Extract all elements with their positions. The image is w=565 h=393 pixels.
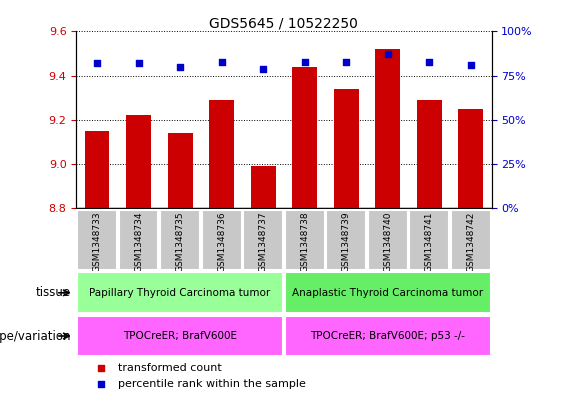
Text: transformed count: transformed count <box>118 362 221 373</box>
Point <box>97 364 106 371</box>
Point <box>383 51 392 57</box>
Bar <box>292 67 317 208</box>
Title: GDS5645 / 10522250: GDS5645 / 10522250 <box>210 16 358 30</box>
Point <box>259 65 268 72</box>
Text: GSM1348737: GSM1348737 <box>259 211 268 272</box>
Bar <box>77 209 117 270</box>
Text: Papillary Thyroid Carcinoma tumor: Papillary Thyroid Carcinoma tumor <box>89 288 271 298</box>
Bar <box>209 100 234 208</box>
Bar <box>160 209 200 270</box>
Point <box>176 64 185 70</box>
Text: GSM1348740: GSM1348740 <box>383 211 392 272</box>
Text: GSM1348736: GSM1348736 <box>217 211 226 272</box>
Point <box>425 58 434 64</box>
Bar <box>285 316 491 356</box>
Bar <box>285 209 325 270</box>
Text: percentile rank within the sample: percentile rank within the sample <box>118 379 306 389</box>
Text: GSM1348742: GSM1348742 <box>466 211 475 272</box>
Bar <box>334 89 359 208</box>
Bar <box>251 166 276 208</box>
Bar <box>409 209 449 270</box>
Bar <box>202 209 242 270</box>
Point <box>134 60 143 66</box>
Text: GSM1348735: GSM1348735 <box>176 211 185 272</box>
Point <box>466 62 475 68</box>
Bar <box>243 209 283 270</box>
Bar <box>119 209 159 270</box>
Text: GSM1348739: GSM1348739 <box>342 211 351 272</box>
Bar <box>326 209 366 270</box>
Text: Anaplastic Thyroid Carcinoma tumor: Anaplastic Thyroid Carcinoma tumor <box>292 288 483 298</box>
Text: GSM1348734: GSM1348734 <box>134 211 143 272</box>
Point <box>93 60 102 66</box>
Text: GSM1348741: GSM1348741 <box>425 211 434 272</box>
Text: GSM1348733: GSM1348733 <box>93 211 102 272</box>
Text: genotype/variation: genotype/variation <box>0 329 71 343</box>
Bar <box>285 272 491 313</box>
Text: TPOCreER; BrafV600E: TPOCreER; BrafV600E <box>123 331 237 341</box>
Point <box>342 58 351 64</box>
Bar <box>77 316 283 356</box>
Text: tissue: tissue <box>36 286 71 299</box>
Bar <box>458 109 483 208</box>
Point <box>97 381 106 387</box>
Text: TPOCreER; BrafV600E; p53 -/-: TPOCreER; BrafV600E; p53 -/- <box>310 331 465 341</box>
Text: GSM1348738: GSM1348738 <box>300 211 309 272</box>
Point <box>217 58 226 64</box>
Bar <box>77 272 283 313</box>
Bar <box>368 209 408 270</box>
Bar <box>375 49 400 208</box>
Point <box>300 58 309 64</box>
Bar <box>126 116 151 208</box>
Bar <box>168 133 193 208</box>
Bar <box>85 131 110 208</box>
Bar <box>451 209 491 270</box>
Bar <box>417 100 442 208</box>
